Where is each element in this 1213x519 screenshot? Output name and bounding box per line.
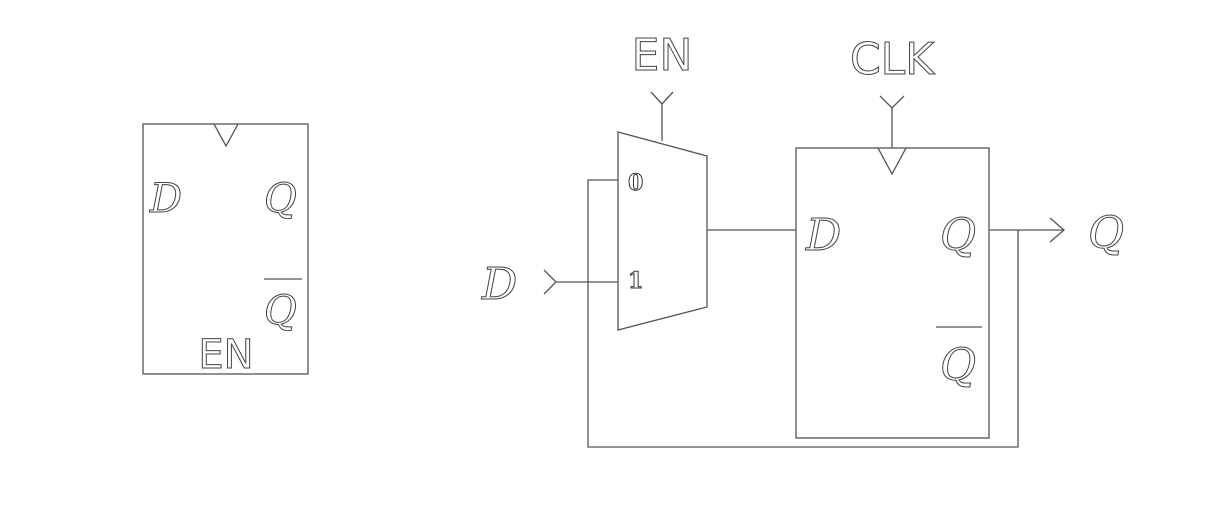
ff-clock-triangle [877,147,907,176]
q-output-arrow [1049,217,1065,243]
symbol-box [142,123,309,375]
symbol-d-label: D [149,176,182,222]
d-input-arrow [543,269,557,295]
mux-input-0-label: 0 [628,170,643,196]
clk-label: CLK [850,34,935,85]
enable-ff-circuit: EN 0 1 D D Q Q CLK Q [481,30,1125,448]
feedback-wire [587,179,1019,448]
symbol-q-label: Q [264,176,297,222]
mux-input-1-label: 1 [628,268,643,294]
enable-ff-symbol: D Q Q EN [142,123,309,379]
ff-d-label: D [805,210,841,261]
d-input-label: D [481,259,517,310]
q-output-label: Q [1088,208,1124,259]
ff-qbar-label: Q [940,340,976,391]
ff-q-label: Q [940,210,976,261]
symbol-en-label: EN [198,332,253,378]
clk-arrow [879,95,905,109]
multiplexer [617,131,708,331]
symbol-clock-triangle [213,123,239,148]
en-label: EN [632,30,693,81]
symbol-qbar-label: Q [264,288,297,334]
en-arrow [650,91,674,105]
d-flip-flop [795,147,990,439]
